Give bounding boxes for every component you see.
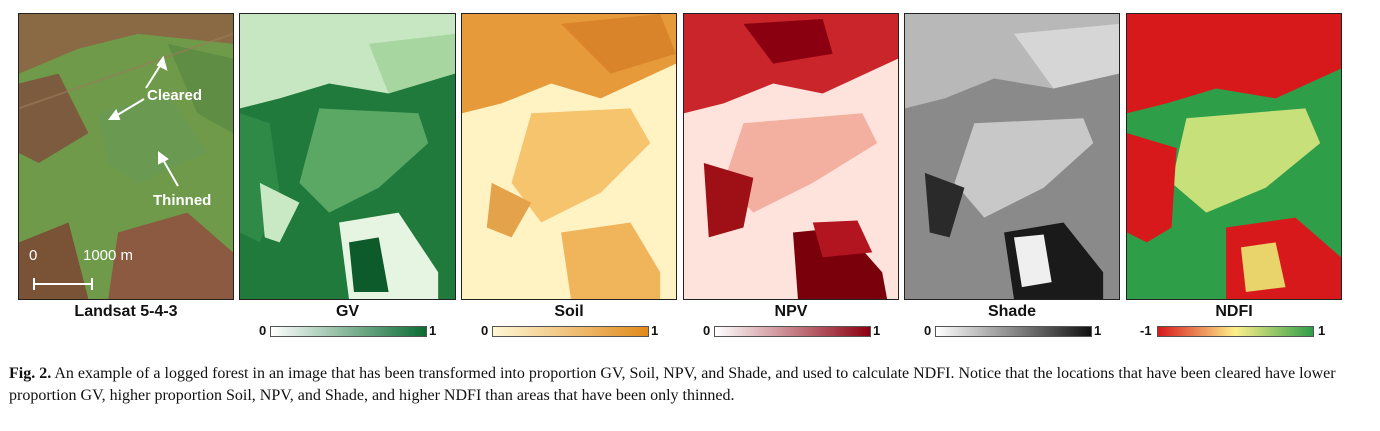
ndfi-colorbar (1157, 326, 1314, 337)
panel-label-ndfi: NDFI (1215, 303, 1253, 320)
shade-image (905, 14, 1119, 299)
ndfi-colorbar-max: 1 (1318, 323, 1326, 338)
panel-label-npv: NPV (774, 303, 808, 320)
soil-image-panel (461, 13, 677, 300)
caption-text: An example of a logged forest in an imag… (9, 365, 1336, 404)
ndfi-colorbar-min: -1 (1140, 323, 1152, 338)
shade-colorbar-max: 1 (1094, 323, 1102, 338)
landsat-image (19, 14, 233, 299)
ndfi-image-panel (1126, 13, 1342, 300)
ndfi-image (1127, 14, 1341, 299)
npv-colorbar-max: 1 (873, 323, 881, 338)
soil-colorbar (492, 326, 649, 337)
soil-image (462, 14, 676, 299)
gv-colorbar (270, 326, 427, 337)
npv-colorbar (714, 326, 871, 337)
soil-colorbar-max: 1 (651, 323, 659, 338)
gv-image-panel (239, 13, 456, 300)
npv-colorbar-min: 0 (703, 323, 711, 338)
shade-colorbar (935, 326, 1092, 337)
panel-label-shade: Shade (987, 303, 1036, 320)
caption-prefix: Fig. 2. (9, 365, 52, 382)
landsat-image-panel (18, 13, 234, 300)
panel-label-landsat: Landsat 5-4-3 (74, 303, 178, 320)
npv-image-panel (683, 13, 899, 300)
gv-colorbar-max: 1 (429, 323, 437, 338)
gv-colorbar-min: 0 (259, 323, 267, 338)
shade-colorbar-min: 0 (924, 323, 932, 338)
gv-image (240, 14, 455, 299)
thinned-annotation: Thinned (153, 192, 212, 209)
cleared-annotation: Cleared (147, 87, 203, 104)
shade-image-panel (904, 13, 1120, 300)
scale-bar-zero: 0 (29, 247, 38, 264)
npv-image (684, 14, 898, 299)
scale-bar-distance: 1000 m (83, 247, 134, 264)
panel-label-gv: GV (335, 303, 360, 320)
panel-label-soil: Soil (554, 303, 584, 320)
figure-caption: Fig. 2. An example of a logged forest in… (9, 363, 1371, 407)
soil-colorbar-min: 0 (481, 323, 489, 338)
